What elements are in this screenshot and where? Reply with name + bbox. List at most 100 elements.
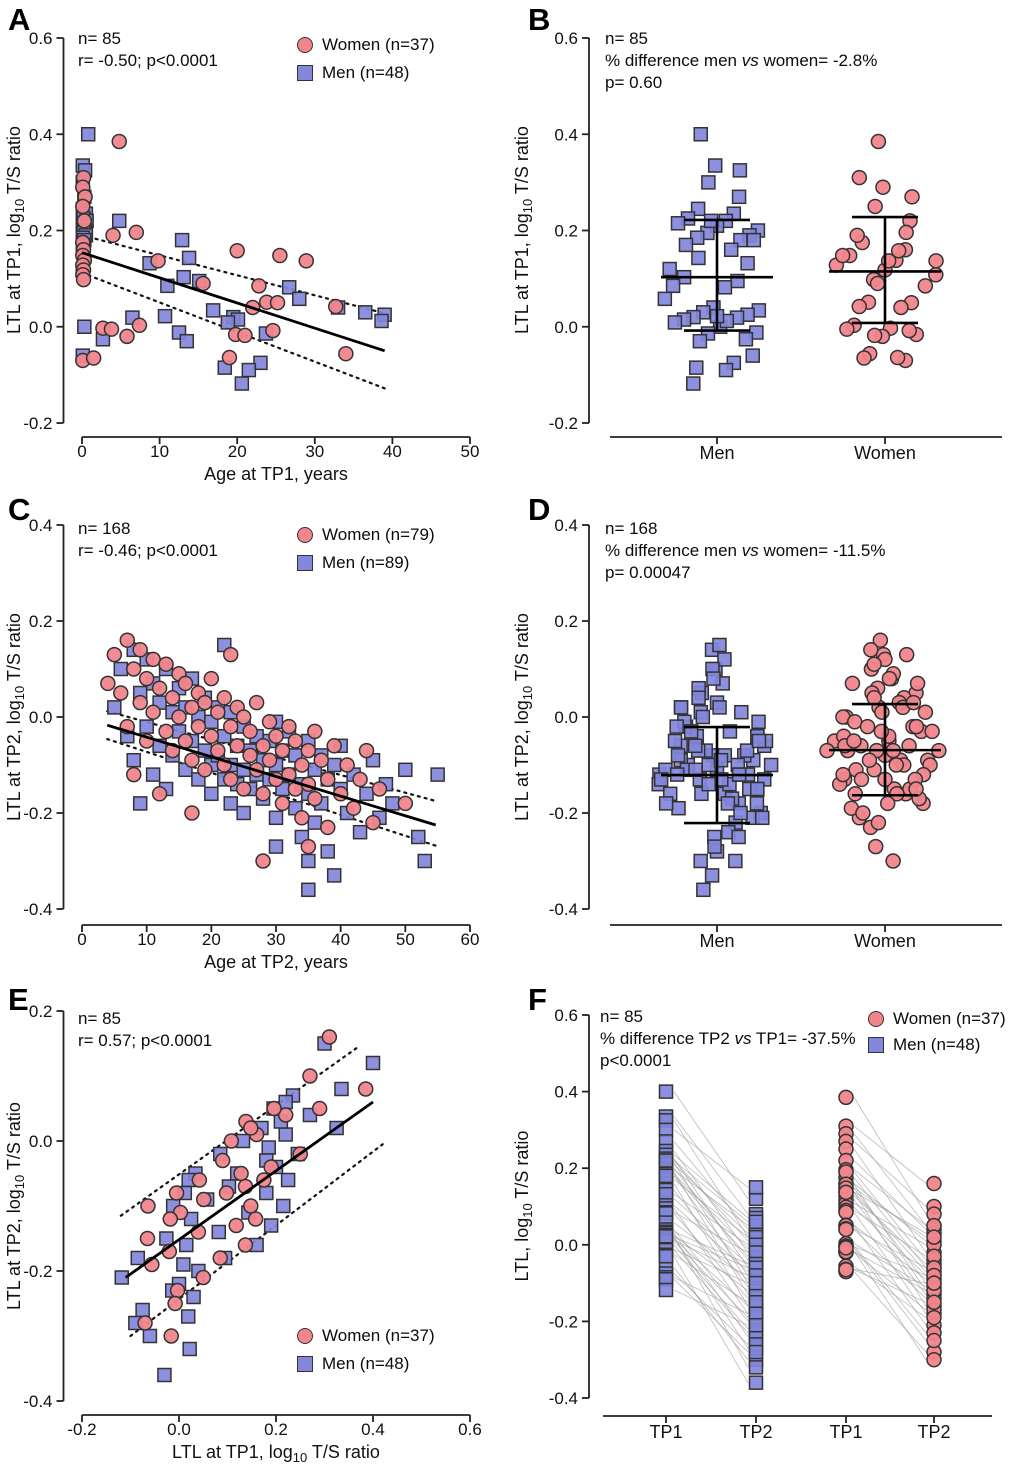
panel-d-stats-diff: % difference men vs women= -11.5% bbox=[605, 541, 886, 560]
svg-text:0.2: 0.2 bbox=[264, 1420, 288, 1439]
legend-item-men: Men (n=48) bbox=[297, 1350, 435, 1378]
svg-text:0.4: 0.4 bbox=[554, 516, 578, 535]
panel-c-stats: n= 168 r= -0.46; p<0.0001 bbox=[78, 518, 218, 562]
panel-b-plot: 0.6 0.4 0.2 0.0 -0.2 LTL at TP1, log10 T/S ra… bbox=[512, 29, 1002, 463]
svg-text:20: 20 bbox=[228, 442, 247, 461]
svg-text:10: 10 bbox=[137, 930, 156, 949]
svg-text:-0.2: -0.2 bbox=[549, 414, 578, 433]
svg-text:0.6: 0.6 bbox=[29, 29, 53, 48]
panel-b-letter: B bbox=[528, 2, 551, 37]
svg-text:0.6: 0.6 bbox=[554, 1006, 578, 1025]
svg-text:-0.4: -0.4 bbox=[23, 1392, 52, 1411]
panel-f: 0.6 0.4 0.2 0.0 -0.2 -0.4 LTL, log10 T/S ratio… bbox=[510, 980, 1020, 1470]
legend-item-men: Men (n=48) bbox=[868, 1032, 1006, 1058]
men-square-icon bbox=[297, 555, 313, 571]
svg-text:LTL at TP1, log10 T/S ratio: LTL at TP1, log10 T/S ratio bbox=[512, 126, 535, 334]
legend-item-men: Men (n=89) bbox=[297, 549, 435, 577]
panel-a-legend: Women (n=37) Men (n=48) bbox=[297, 31, 435, 87]
svg-text:TP1: TP1 bbox=[649, 1422, 682, 1442]
panel-a-plot: 0.6 0.4 0.2 0.0 -0.2 LTL at TP1, log10 T/S ra… bbox=[4, 29, 479, 484]
women-circle-icon bbox=[868, 1011, 884, 1027]
panel-c: 0.4 0.2 0.0 -0.2 -0.4 LTL at TP2, log10 T/S r… bbox=[0, 490, 510, 980]
svg-text:-0.2: -0.2 bbox=[549, 1312, 578, 1331]
panel-f-plot: 0.6 0.4 0.2 0.0 -0.2 -0.4 LTL, log10 T/S ratio… bbox=[512, 1006, 992, 1442]
svg-text:10: 10 bbox=[150, 442, 169, 461]
svg-text:Age at TP1, years: Age at TP1, years bbox=[204, 464, 348, 484]
svg-text:-0.4: -0.4 bbox=[549, 1389, 578, 1408]
panel-f-stats-n: n= 85 bbox=[600, 1007, 644, 1026]
panel-d-plot: 0.4 0.2 0.0 -0.2 -0.4 LTL at TP2, log10 T/S r… bbox=[512, 516, 1002, 951]
svg-text:LTL at TP2, log10 T/S ratio: LTL at TP2, log10 T/S ratio bbox=[4, 1102, 27, 1310]
svg-text:LTL at TP2, log10 T/S ratio: LTL at TP2, log10 T/S ratio bbox=[4, 613, 27, 821]
svg-text:0.2: 0.2 bbox=[554, 222, 578, 241]
panel-e: 0.2 0.0 -0.2 -0.4 LTL at TP2, log10 T/S rati… bbox=[0, 980, 510, 1470]
panel-b-stats-n: n= 85 bbox=[605, 29, 649, 48]
svg-text:0.4: 0.4 bbox=[29, 516, 53, 535]
svg-text:-0.2: -0.2 bbox=[23, 1262, 52, 1281]
svg-text:TP1: TP1 bbox=[829, 1422, 862, 1442]
svg-text:0.0: 0.0 bbox=[29, 1132, 53, 1151]
panel-c-legend: Women (n=79) Men (n=89) bbox=[297, 521, 435, 577]
svg-text:Women: Women bbox=[854, 931, 916, 951]
panel-f-stats: n= 85 % difference TP2 vs TP1= -37.5% p<… bbox=[600, 1006, 856, 1072]
svg-text:0.2: 0.2 bbox=[29, 1002, 53, 1021]
panel-c-letter: C bbox=[8, 492, 31, 527]
svg-text:0.6: 0.6 bbox=[554, 29, 578, 48]
women-circle-icon bbox=[297, 527, 313, 543]
svg-text:40: 40 bbox=[331, 930, 350, 949]
panel-b: 0.6 0.4 0.2 0.0 -0.2 LTL at TP1, log10 T/S ra… bbox=[510, 0, 1020, 490]
svg-text:50: 50 bbox=[396, 930, 415, 949]
svg-text:0.0: 0.0 bbox=[554, 318, 578, 337]
svg-text:0.0: 0.0 bbox=[554, 1236, 578, 1255]
panel-d: 0.4 0.2 0.0 -0.2 -0.4 LTL at TP2, log10 T/S r… bbox=[510, 490, 1020, 980]
svg-text:0.6: 0.6 bbox=[458, 1420, 482, 1439]
panel-f-legend: Women (n=37) Men (n=48) bbox=[868, 1006, 1006, 1058]
svg-text:0: 0 bbox=[77, 930, 86, 949]
men-square-icon bbox=[297, 65, 313, 81]
svg-text:-0.2: -0.2 bbox=[67, 1420, 96, 1439]
legend-item-women: Women (n=79) bbox=[297, 521, 435, 549]
panel-c-stats-r: r= -0.46; p<0.0001 bbox=[78, 541, 218, 560]
svg-text:LTL at TP2, log10 T/S ratio: LTL at TP2, log10 T/S ratio bbox=[512, 613, 535, 821]
panel-d-stats: n= 168 % difference men vs women= -11.5%… bbox=[605, 518, 886, 584]
svg-text:Men: Men bbox=[699, 931, 734, 951]
panel-a-stats-r: r= -0.50; p<0.0001 bbox=[78, 51, 218, 70]
women-circle-icon bbox=[297, 1328, 313, 1344]
panel-f-stats-p: p<0.0001 bbox=[600, 1051, 672, 1070]
panel-e-letter: E bbox=[8, 982, 29, 1017]
panel-c-stats-n: n= 168 bbox=[78, 519, 131, 538]
svg-text:30: 30 bbox=[267, 930, 286, 949]
svg-text:TP2: TP2 bbox=[917, 1422, 950, 1442]
svg-text:20: 20 bbox=[202, 930, 221, 949]
svg-text:Women: Women bbox=[854, 443, 916, 463]
panel-a-letter: A bbox=[8, 2, 31, 37]
panel-e-stats: n= 85 r= 0.57; p<0.0001 bbox=[78, 1008, 212, 1052]
svg-text:-0.2: -0.2 bbox=[23, 414, 52, 433]
svg-text:0.0: 0.0 bbox=[167, 1420, 191, 1439]
svg-text:-0.4: -0.4 bbox=[23, 900, 52, 919]
svg-text:0.2: 0.2 bbox=[554, 1159, 578, 1178]
svg-text:0.4: 0.4 bbox=[554, 1083, 578, 1102]
women-circle-icon bbox=[297, 37, 313, 53]
svg-text:0.2: 0.2 bbox=[29, 612, 53, 631]
panel-e-stats-n: n= 85 bbox=[78, 1009, 122, 1028]
panel-b-stats-p: p= 0.60 bbox=[605, 73, 663, 92]
svg-text:LTL at TP1, log10 T/S ratio: LTL at TP1, log10 T/S ratio bbox=[4, 126, 27, 334]
svg-text:TP2: TP2 bbox=[739, 1422, 772, 1442]
svg-text:0.0: 0.0 bbox=[29, 708, 53, 727]
svg-text:40: 40 bbox=[383, 442, 402, 461]
svg-text:LTL, log10 T/S ratio: LTL, log10 T/S ratio bbox=[512, 1131, 535, 1282]
panel-f-letter: F bbox=[528, 982, 547, 1017]
svg-text:0.2: 0.2 bbox=[554, 612, 578, 631]
svg-text:0.4: 0.4 bbox=[554, 125, 578, 144]
panel-c-plot: 0.4 0.2 0.0 -0.2 -0.4 LTL at TP2, log10 T/S r… bbox=[4, 516, 480, 972]
panel-b-stats: n= 85 % difference men vs women= -2.8% p… bbox=[605, 28, 877, 94]
svg-text:60: 60 bbox=[461, 930, 480, 949]
svg-text:-0.2: -0.2 bbox=[23, 804, 52, 823]
panel-d-letter: D bbox=[528, 492, 551, 527]
svg-text:0: 0 bbox=[77, 442, 86, 461]
svg-text:Men: Men bbox=[699, 443, 734, 463]
men-square-icon bbox=[868, 1037, 884, 1053]
